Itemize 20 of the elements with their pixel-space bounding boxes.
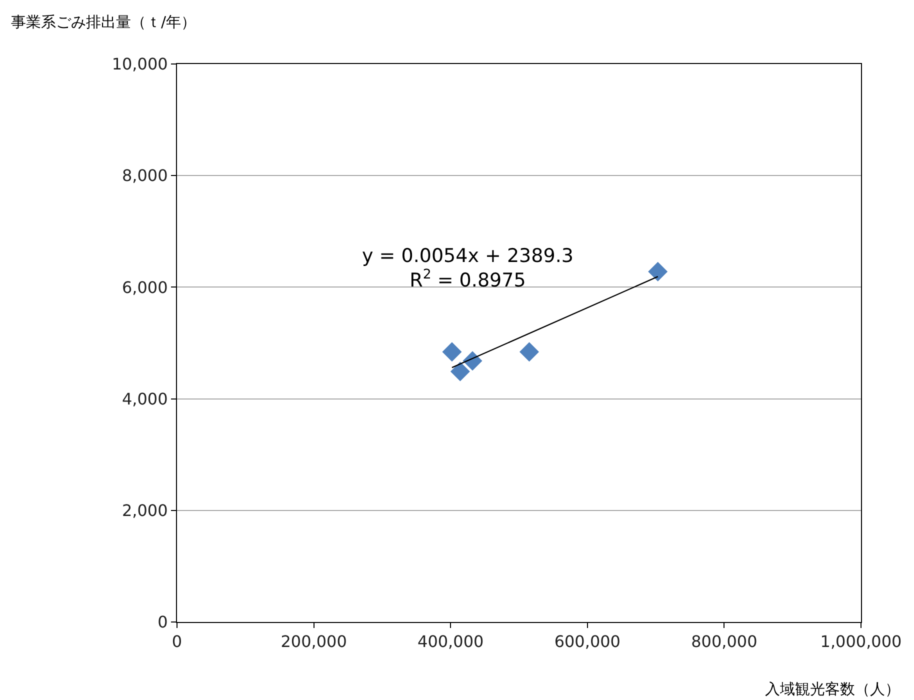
x-tick-label: 600,000 (554, 632, 620, 652)
point (520, 342, 540, 362)
annotation: y = 0.0054x + 2389.3 R$^{2}$ = 0.8975 (362, 245, 574, 292)
point (648, 262, 668, 282)
x-axis-title: 入域観光客数（人） (765, 680, 900, 698)
point (450, 362, 470, 382)
x-tick-label: 200,000 (280, 632, 347, 652)
x-tick-label: 800,000 (691, 632, 758, 652)
y-axis-title: 事業系ごみ排出量（ｔ/年） (11, 13, 196, 31)
x-tick-label: 0 (172, 632, 182, 652)
y-tick-label: 6,000 (122, 278, 168, 297)
y-tick-label: 8,000 (122, 166, 168, 186)
x-tick-label: 400,000 (418, 632, 484, 652)
y-tick-label: 4,000 (122, 389, 168, 408)
point (442, 342, 462, 362)
y-tick-label: 0 (158, 612, 168, 632)
x-tick-label: 1,000,000 (820, 632, 902, 652)
y-tick-label: 2,000 (122, 501, 168, 520)
y-tick-label: 10,000 (112, 54, 168, 74)
point (462, 351, 482, 371)
